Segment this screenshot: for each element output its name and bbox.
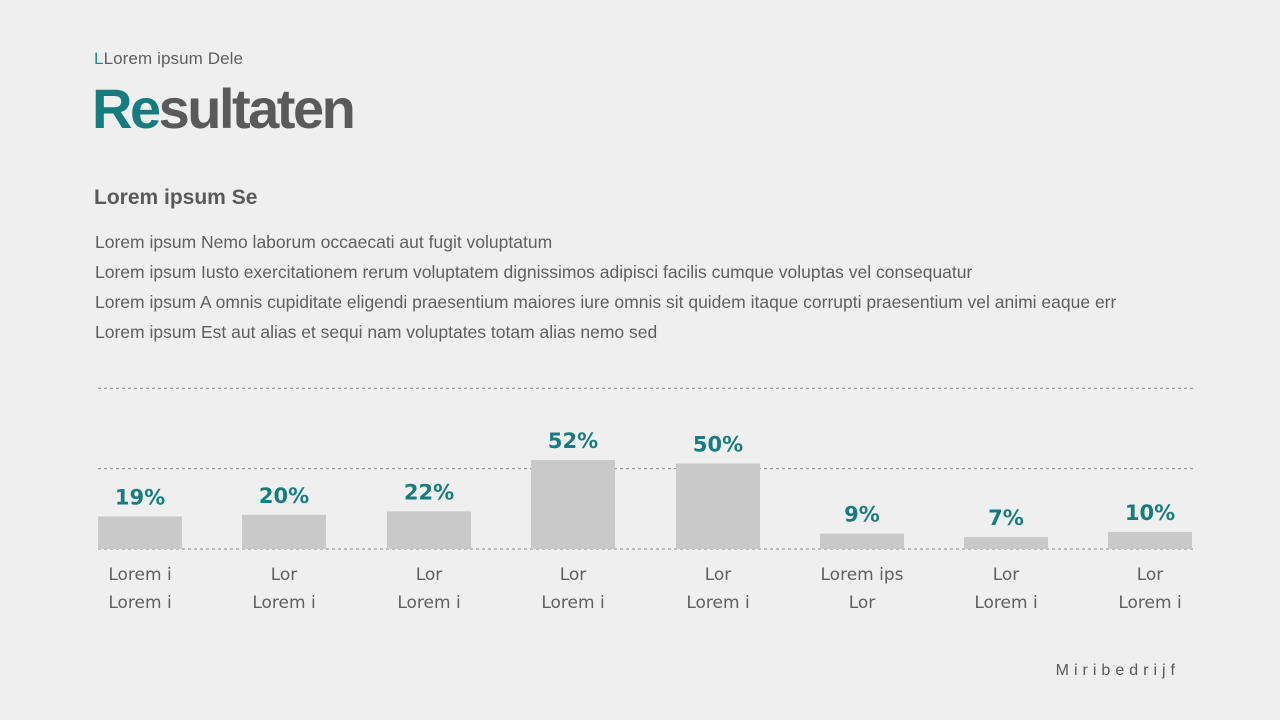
category-label: Lorem i [541, 593, 604, 613]
category-label: Lorem i [108, 565, 171, 585]
data-label: 22% [404, 480, 454, 504]
page-title-accent: Re [92, 77, 161, 140]
paragraph-line: Lorem ipsum Est aut alias et sequi nam v… [95, 322, 658, 342]
footer-brand: Miribedrijf [1055, 662, 1180, 679]
category-label: Lorem ips [821, 565, 904, 585]
section-paragraph: Lorem ipsum Nemo laborum occaecati aut f… [95, 227, 1185, 347]
category-label: Lor [416, 565, 443, 585]
data-label: 10% [1125, 501, 1175, 525]
category-label: Lorem i [974, 593, 1037, 613]
data-label: 19% [115, 486, 165, 510]
bar [964, 537, 1048, 549]
paragraph-line: Lorem ipsum A omnis cupiditate eligendi … [95, 292, 1117, 312]
page-title: Resultaten [92, 74, 356, 144]
eyebrow-text: Lorem ipsum Dele [103, 49, 244, 68]
category-label: Lor [993, 565, 1020, 585]
bar [242, 514, 326, 549]
section-subtitle: Lorem ipsum Se [94, 186, 258, 209]
category-label: Lorem i [108, 593, 171, 613]
paragraph-line: Lorem ipsum Iusto exercitationem rerum v… [95, 262, 973, 282]
paragraph-line: Lorem ipsum Nemo laborum occaecati aut f… [95, 232, 553, 252]
data-label: 7% [988, 506, 1024, 530]
bar [98, 516, 182, 549]
bar [676, 463, 760, 549]
bar [531, 460, 615, 549]
bar [387, 511, 471, 549]
category-label: Lor [271, 565, 298, 585]
eyebrow: LLorem ipsum Dele [94, 49, 243, 69]
category-label: Lor [705, 565, 732, 585]
bar [1108, 531, 1192, 549]
category-label: Lor [1137, 565, 1164, 585]
category-label: Lorem i [686, 593, 749, 613]
category-label: Lorem i [1118, 593, 1181, 613]
data-label: 50% [693, 433, 743, 457]
eyebrow-accent: L [94, 49, 104, 68]
data-label: 20% [259, 484, 309, 508]
bar [820, 533, 904, 549]
category-label: Lorem i [252, 593, 315, 613]
category-label: Lor [849, 593, 876, 613]
page-title-rest: sultaten [158, 77, 356, 140]
category-label: Lorem i [397, 593, 460, 613]
data-label: 9% [844, 503, 880, 527]
data-label: 52% [548, 429, 598, 453]
category-label: Lor [560, 565, 587, 585]
